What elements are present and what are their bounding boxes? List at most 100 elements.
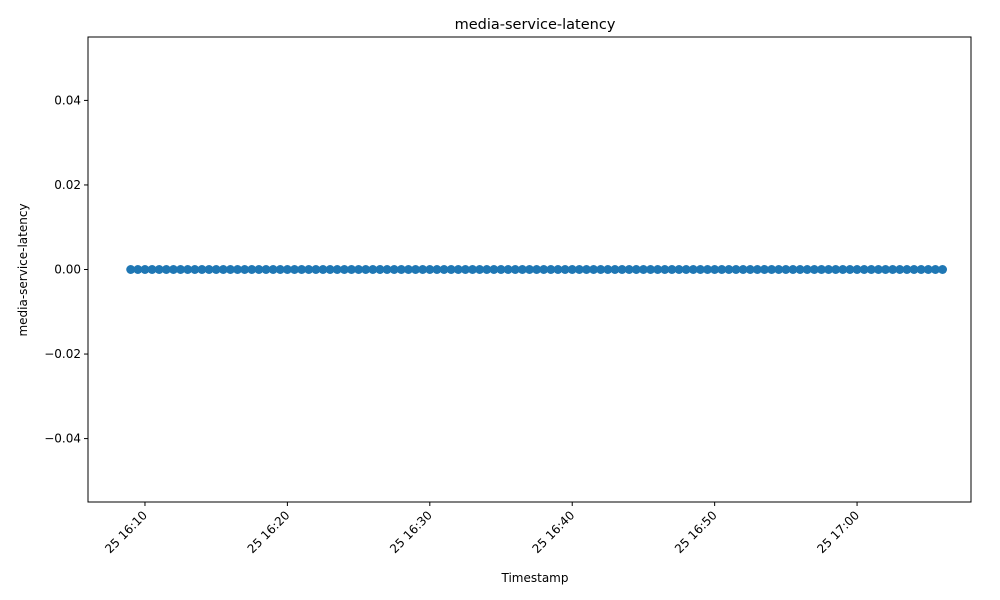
y-tick-label: −0.02 bbox=[44, 347, 81, 361]
y-tick-label: 0.04 bbox=[54, 93, 81, 107]
data-point bbox=[610, 265, 620, 274]
data-point bbox=[781, 265, 791, 274]
data-point bbox=[788, 265, 798, 274]
data-point bbox=[375, 265, 385, 274]
data-point bbox=[489, 265, 499, 274]
data-point bbox=[297, 265, 307, 274]
data-point bbox=[752, 265, 762, 274]
data-point bbox=[460, 265, 470, 274]
data-point bbox=[517, 265, 527, 274]
data-point bbox=[147, 265, 157, 274]
data-point bbox=[482, 265, 492, 274]
data-point bbox=[845, 265, 855, 274]
data-point bbox=[346, 265, 356, 274]
data-point bbox=[247, 265, 257, 274]
data-point bbox=[361, 265, 371, 274]
y-axis: −0.04 −0.02 0.00 0.02 0.04 bbox=[44, 93, 88, 446]
data-point bbox=[596, 265, 606, 274]
data-point bbox=[403, 265, 413, 274]
data-point bbox=[325, 265, 335, 274]
data-point bbox=[183, 265, 193, 274]
data-point bbox=[902, 265, 912, 274]
data-point bbox=[667, 265, 677, 274]
y-tick-label: 0.02 bbox=[54, 178, 81, 192]
y-axis-label: media-service-latency bbox=[16, 203, 30, 336]
data-point bbox=[795, 265, 805, 274]
data-point bbox=[560, 265, 570, 274]
data-point bbox=[304, 265, 314, 274]
data-point bbox=[311, 265, 321, 274]
data-point bbox=[631, 265, 641, 274]
data-point bbox=[624, 265, 634, 274]
data-point bbox=[190, 265, 200, 274]
x-tick-label: 25 16:50 bbox=[672, 508, 720, 556]
data-point bbox=[211, 265, 221, 274]
data-point bbox=[354, 265, 364, 274]
data-point bbox=[446, 265, 456, 274]
data-point bbox=[767, 265, 777, 274]
data-point bbox=[496, 265, 506, 274]
data-point bbox=[510, 265, 520, 274]
y-tick-label: 0.00 bbox=[54, 263, 81, 277]
data-point bbox=[581, 265, 591, 274]
data-point bbox=[140, 265, 150, 274]
data-point bbox=[703, 265, 713, 274]
data-point bbox=[176, 265, 186, 274]
x-tick-label: 25 16:40 bbox=[529, 508, 577, 556]
data-point bbox=[418, 265, 428, 274]
data-point bbox=[204, 265, 214, 274]
data-point bbox=[859, 265, 869, 274]
data-point bbox=[240, 265, 250, 274]
data-point bbox=[695, 265, 705, 274]
data-point bbox=[567, 265, 577, 274]
data-point bbox=[133, 265, 143, 274]
data-point bbox=[339, 265, 349, 274]
x-axis: 25 16:10 25 16:20 25 16:30 25 16:40 25 16:50… bbox=[102, 502, 862, 556]
data-point bbox=[759, 265, 769, 274]
x-tick-label: 25 16:10 bbox=[102, 508, 150, 556]
data-point bbox=[824, 265, 834, 274]
data-point bbox=[539, 265, 549, 274]
x-tick-label: 25 17:00 bbox=[814, 508, 862, 556]
data-point bbox=[368, 265, 378, 274]
data-point bbox=[574, 265, 584, 274]
data-point bbox=[475, 265, 485, 274]
data-point bbox=[638, 265, 648, 274]
data-point bbox=[589, 265, 599, 274]
data-point bbox=[838, 265, 848, 274]
data-point bbox=[873, 265, 883, 274]
data-point bbox=[197, 265, 207, 274]
x-axis-label: Timestamp bbox=[501, 571, 569, 585]
data-point bbox=[724, 265, 734, 274]
data-point bbox=[809, 265, 819, 274]
data-point bbox=[126, 265, 136, 274]
data-point bbox=[831, 265, 841, 274]
data-point bbox=[532, 265, 542, 274]
chart-title: media-service-latency bbox=[455, 17, 616, 33]
data-point bbox=[503, 265, 513, 274]
data-points bbox=[126, 265, 948, 274]
data-point bbox=[852, 265, 862, 274]
data-point bbox=[161, 265, 171, 274]
data-point bbox=[382, 265, 392, 274]
data-point bbox=[888, 265, 898, 274]
data-point bbox=[389, 265, 399, 274]
data-point bbox=[268, 265, 278, 274]
data-point bbox=[881, 265, 891, 274]
data-point bbox=[738, 265, 748, 274]
y-tick-label: −0.04 bbox=[44, 432, 81, 446]
data-point bbox=[453, 265, 463, 274]
data-point bbox=[168, 265, 178, 274]
data-point bbox=[432, 265, 442, 274]
data-point bbox=[688, 265, 698, 274]
data-point bbox=[660, 265, 670, 274]
data-point bbox=[617, 265, 627, 274]
data-point bbox=[653, 265, 663, 274]
data-point bbox=[646, 265, 656, 274]
data-point bbox=[745, 265, 755, 274]
data-point bbox=[546, 265, 556, 274]
data-point bbox=[218, 265, 228, 274]
data-point bbox=[290, 265, 300, 274]
data-point bbox=[332, 265, 342, 274]
